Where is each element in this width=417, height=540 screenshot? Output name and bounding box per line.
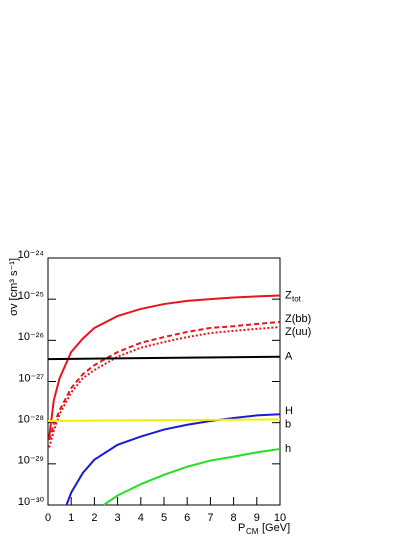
x-axis-label-unit: [GeV] (262, 522, 290, 534)
x-tick-label: 9 (254, 512, 260, 524)
x-axis-label: P (238, 522, 245, 534)
x-tick-label: 6 (184, 512, 190, 524)
x-axis-label-subscript: CM (246, 527, 259, 536)
y-tick-label: 10⁻²⁵ (18, 290, 44, 302)
y-tick-label: 10⁻²⁷ (18, 372, 44, 384)
y-tick-label: 10⁻²⁸ (18, 414, 44, 426)
series-label-subscript: tot (292, 295, 302, 304)
series-label: H (285, 405, 293, 417)
series-label: A (285, 351, 293, 363)
series-label: Z (285, 289, 292, 301)
x-tick-label: 5 (161, 512, 167, 524)
series-line (47, 355, 281, 361)
series-line (103, 447, 281, 506)
plot-frame (47, 257, 281, 506)
series-line (47, 418, 281, 422)
series-label: Z(uu) (285, 326, 311, 338)
x-tick-label: 0 (45, 512, 51, 524)
series-line (48, 320, 281, 441)
x-tick-label: 2 (91, 512, 97, 524)
series-label: b (285, 418, 291, 430)
x-tick-label: 8 (231, 512, 237, 524)
y-tick-label: 10⁻²⁹ (18, 455, 44, 467)
x-tick-label: 3 (115, 512, 121, 524)
x-tick-label: 1 (68, 512, 74, 524)
y-tick-label: 10⁻²⁴ (18, 249, 45, 261)
x-tick-label: 4 (138, 512, 144, 524)
y-tick-label: 10⁻²⁶ (18, 331, 44, 343)
y-tick-label: 10⁻³⁰ (18, 496, 45, 508)
series-line (48, 294, 281, 438)
series-label: Z(bb) (285, 313, 311, 325)
x-tick-label: 7 (207, 512, 213, 524)
series-line (65, 413, 281, 506)
y-axis-label: σv [cm³ s⁻¹] (8, 258, 20, 316)
x-tick-label: 10 (274, 512, 286, 524)
series-label: h (285, 443, 291, 455)
